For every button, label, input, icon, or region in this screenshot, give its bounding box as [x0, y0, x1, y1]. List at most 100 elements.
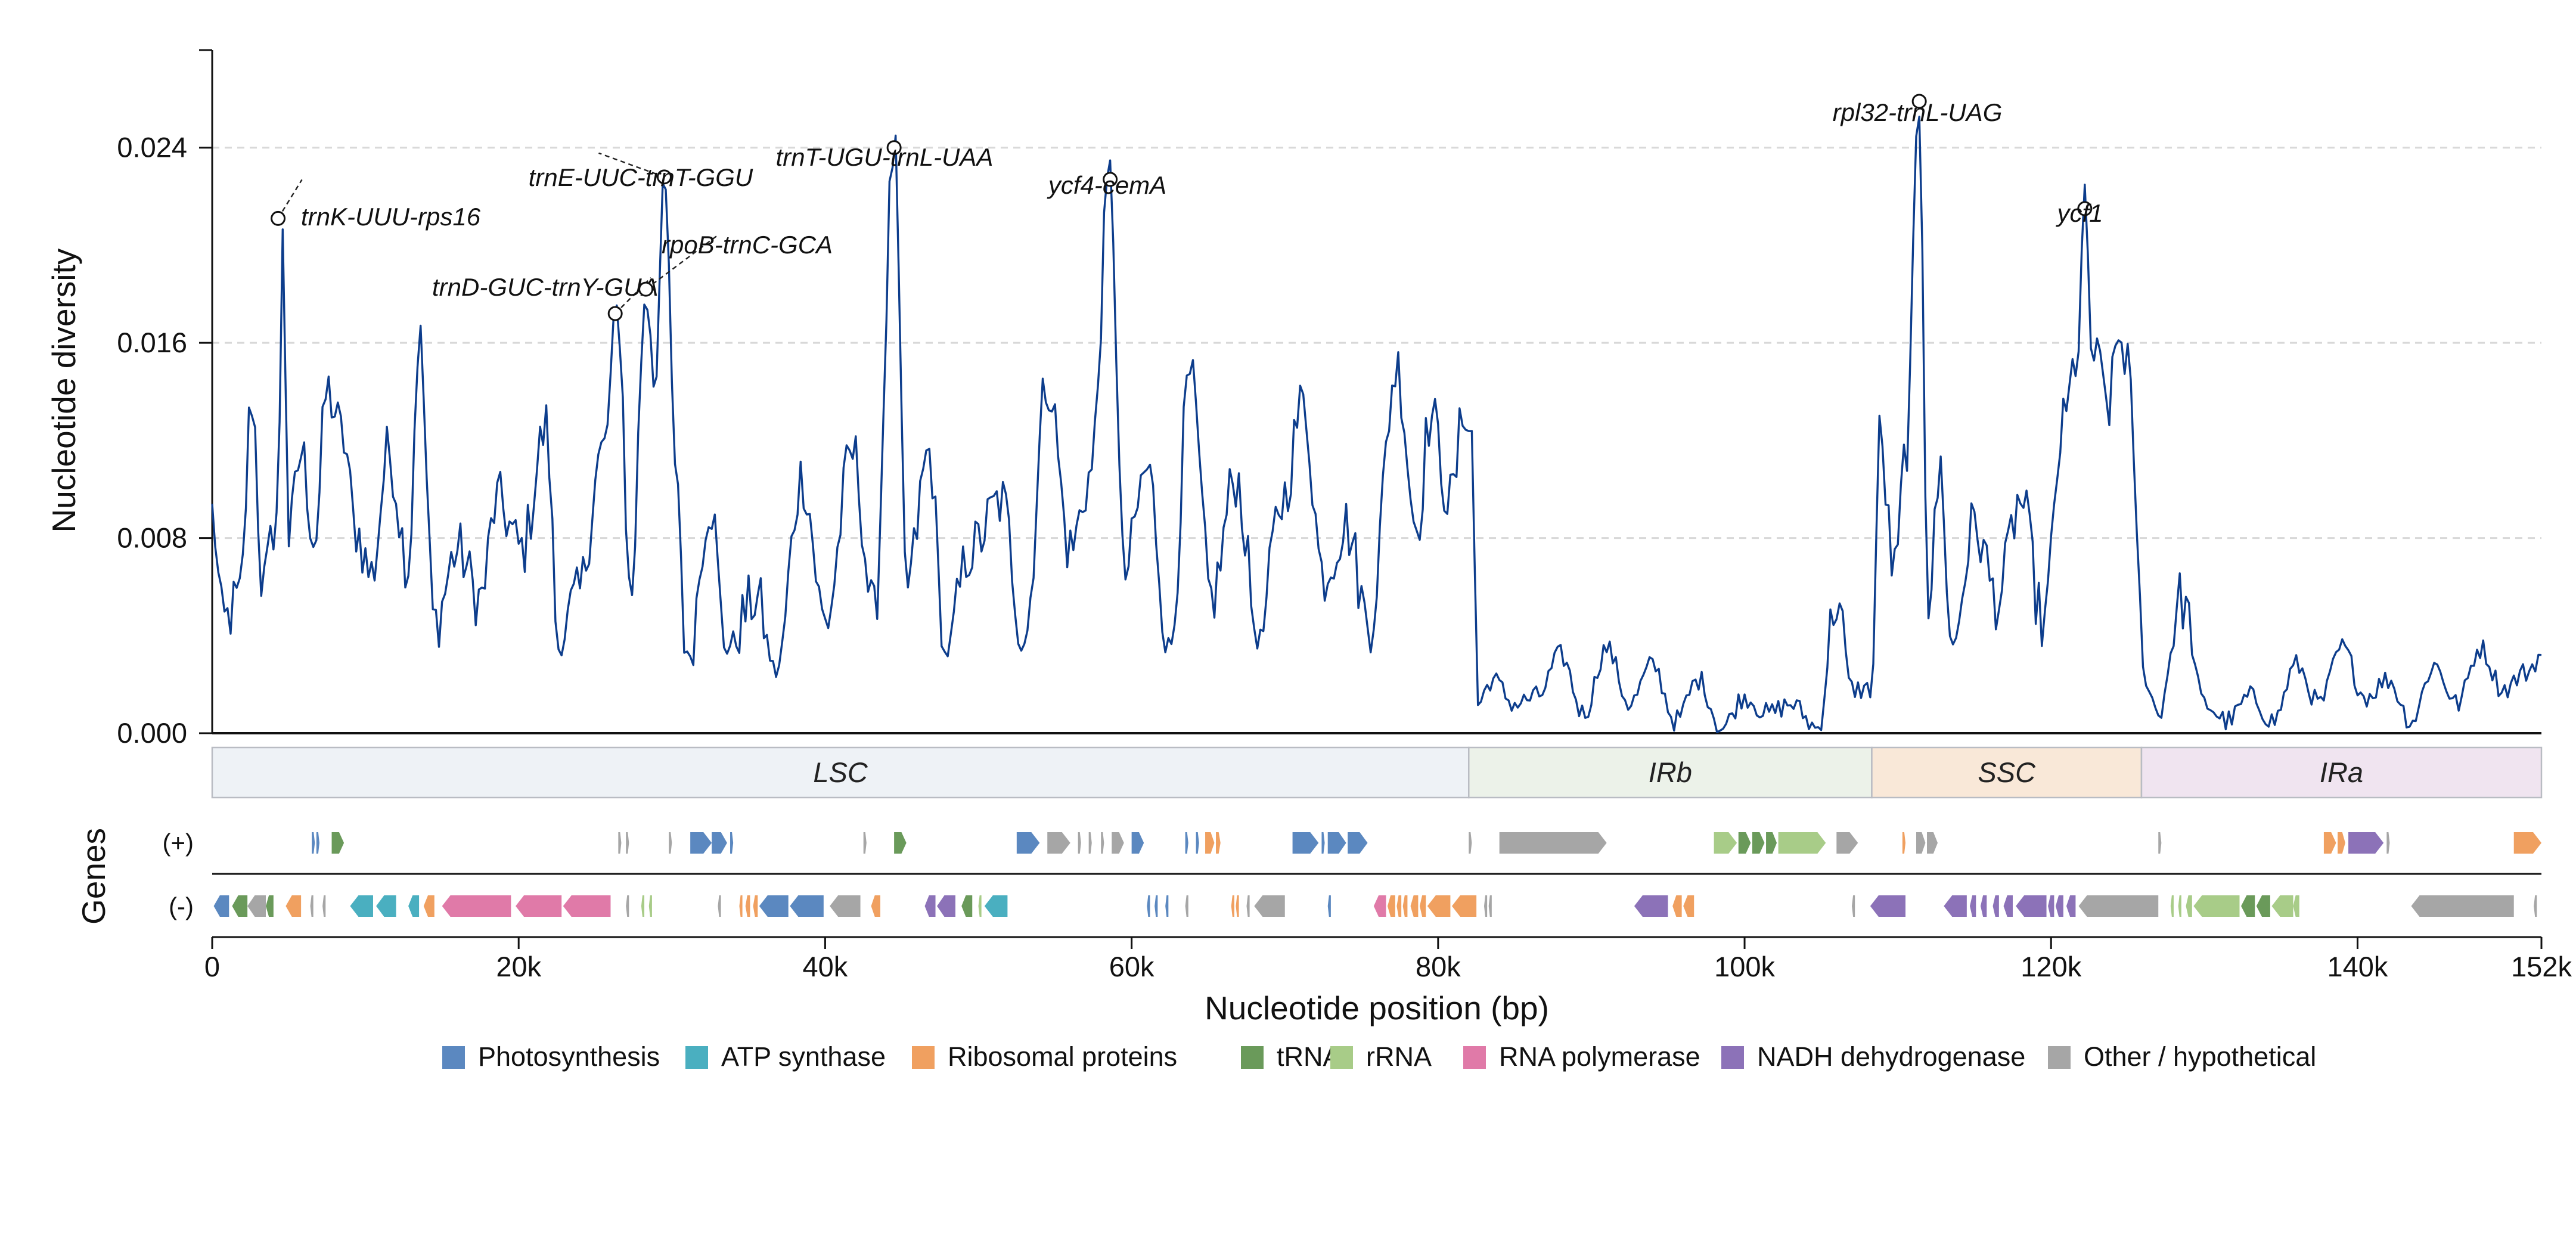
gene-feature [718, 895, 721, 917]
legend-label: NADH dehydrogenase [1757, 1041, 2025, 1072]
gene-feature [232, 895, 248, 917]
gene-feature [1944, 895, 1967, 917]
strand-label-plus: (+) [163, 829, 194, 857]
x-tick-label: 60k [1109, 951, 1154, 982]
x-tick-label: 80k [1416, 951, 1461, 982]
gene-feature [1112, 832, 1124, 854]
legend-swatch [2048, 1046, 2071, 1069]
gene-feature [1992, 895, 1999, 917]
gene-feature [1231, 895, 1234, 917]
gene-feature [1047, 832, 1070, 854]
gene-feature [1410, 895, 1419, 917]
gene-feature [1451, 895, 1477, 917]
gene-feature [2066, 895, 2076, 917]
gene-feature [641, 895, 645, 917]
gene-feature [1292, 832, 1319, 854]
region-ira [2140, 746, 2543, 799]
peak-label: trnK-UUU-rps16 [301, 203, 481, 231]
gene-feature [1396, 895, 1402, 917]
gene-feature [1852, 895, 1855, 917]
gene-feature [2293, 895, 2299, 917]
x-axis: 0 20k 40k 60k 80k 100k 120k 140k 152k [204, 936, 2572, 982]
gene-feature [1927, 832, 1938, 854]
peak-marker [886, 140, 902, 156]
y-tick-label: 0.000 [117, 717, 187, 749]
gene-feature [516, 895, 562, 917]
gene-feature [1016, 832, 1040, 854]
gene-feature [626, 832, 629, 854]
peak-leader-line [277, 179, 303, 219]
gene-feature [1185, 832, 1188, 854]
gene-feature [2193, 895, 2240, 917]
gene-feature [1147, 895, 1150, 917]
region-label: SSC [1978, 756, 2036, 788]
gene-feature [863, 832, 867, 854]
gene-feature [759, 895, 789, 917]
x-tick-label: 40k [803, 951, 848, 982]
gene-feature [285, 895, 302, 917]
peak-leader-line [598, 152, 665, 178]
gene-feature [1427, 895, 1451, 917]
gene-feature [712, 832, 727, 854]
gene-feature [442, 895, 511, 917]
gene-feature [376, 895, 396, 917]
gene-feature [1634, 895, 1668, 917]
gene-feature [790, 895, 824, 917]
legend-label: Photosynthesis [478, 1041, 660, 1072]
legend-swatch [685, 1046, 708, 1069]
gene-feature [1101, 832, 1104, 854]
gene-feature [1916, 832, 1926, 854]
gene-feature [312, 832, 315, 854]
gene-feature [1980, 895, 1987, 917]
peak-label: trnD-GUC-trnY-GUA [432, 273, 659, 301]
legend-swatch [1463, 1046, 1486, 1069]
gene-feature [1078, 832, 1081, 854]
gene-feature [626, 895, 629, 917]
gene-feature [331, 832, 344, 854]
gene-feature [1683, 895, 1694, 917]
gene-feature [984, 895, 1008, 917]
gene-feature [213, 895, 229, 917]
peak-label: ycf4-cemA [1047, 171, 1166, 199]
gene-feature [1870, 895, 1906, 917]
gene-feature [1196, 832, 1199, 854]
x-axis-title: Nucleotide position (bp) [1205, 990, 1549, 1026]
diversity-series-group [211, 116, 2542, 734]
gene-feature [830, 895, 861, 917]
gene-feature [1236, 895, 1239, 917]
legend: Photosynthesis ATP synthase Ribosomal prot… [442, 1041, 2316, 1072]
gene-feature [1969, 895, 1976, 917]
gene-feature [1185, 895, 1188, 917]
gene-feature [1483, 895, 1488, 917]
gene-feature [2411, 895, 2514, 917]
legend-swatch [1721, 1046, 1744, 1069]
gene-feature [2003, 895, 2013, 917]
region-label: LSC [813, 756, 868, 788]
legend-swatch [1241, 1046, 1264, 1069]
gene-feature [2078, 895, 2159, 917]
gene-feature [1488, 895, 1492, 917]
gene-feature [1766, 832, 1777, 854]
gene-feature [2170, 895, 2174, 917]
legend-swatch [912, 1046, 935, 1069]
peak-marker [2077, 201, 2093, 216]
genes-track-title: Genes [75, 828, 112, 925]
gene-feature [1216, 832, 1221, 854]
legend-label: ATP synthase [721, 1041, 886, 1072]
region-ssc [1871, 746, 2143, 799]
gene-feature [937, 895, 955, 917]
gene-feature [690, 832, 712, 854]
gene-track-minus: (-) [169, 892, 2537, 920]
gene-feature [2158, 832, 2162, 854]
legend-label: rRNA [1366, 1041, 1432, 1072]
gene-feature [730, 832, 734, 854]
gene-feature [2271, 895, 2293, 917]
gene-feature [739, 895, 743, 917]
peak-marker [1911, 94, 1927, 109]
diversity-line [211, 116, 2542, 734]
gene-feature [2386, 832, 2390, 854]
gene-feature [247, 895, 266, 917]
gene-feature [265, 895, 274, 917]
peak-marker [1103, 172, 1118, 187]
gene-feature [310, 895, 314, 917]
